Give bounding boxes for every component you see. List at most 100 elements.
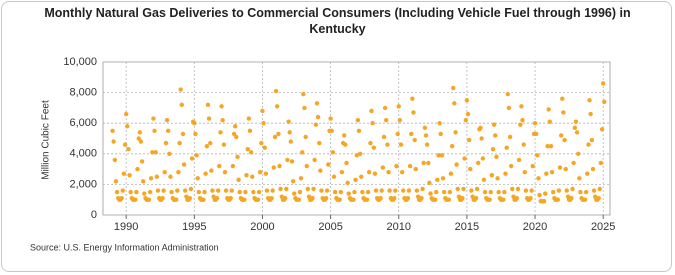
data-point (405, 195, 411, 201)
data-point (393, 188, 398, 193)
data-point (574, 130, 580, 135)
data-point (248, 150, 254, 155)
data-point (428, 191, 433, 196)
data-point (175, 188, 180, 193)
data-point (177, 140, 182, 146)
data-point (324, 188, 330, 193)
data-point (215, 188, 221, 193)
data-point (330, 150, 336, 155)
data-point (314, 101, 320, 106)
data-point (192, 121, 197, 126)
data-point (467, 137, 472, 143)
data-point (407, 163, 413, 169)
data-point (537, 192, 542, 198)
data-point (521, 142, 526, 147)
data-point (126, 147, 131, 152)
data-point (597, 186, 602, 192)
data-point (563, 166, 568, 172)
data-point (178, 87, 183, 92)
data-point (523, 188, 529, 193)
data-point (134, 189, 139, 195)
data-point (162, 169, 167, 175)
data-point (261, 121, 266, 126)
x-tick-label: 2010 (387, 221, 411, 233)
data-point (453, 130, 458, 135)
data-point (201, 197, 206, 202)
data-point (146, 197, 152, 202)
y-axis-label: Million Cubic Feet (41, 100, 52, 180)
data-point (123, 111, 129, 117)
data-point (257, 169, 263, 175)
data-point (214, 195, 220, 201)
data-point (292, 191, 297, 196)
data-point (301, 91, 306, 97)
data-point (384, 117, 389, 123)
data-point (133, 197, 138, 202)
data-point (344, 160, 349, 166)
data-point (181, 162, 187, 167)
data-point (230, 163, 236, 169)
data-point (532, 121, 538, 126)
data-point (259, 140, 264, 146)
data-point (399, 169, 405, 175)
data-point (331, 174, 337, 179)
data-point (113, 179, 119, 184)
data-point (420, 186, 425, 192)
data-point (586, 142, 591, 147)
data-point (112, 157, 118, 163)
y-tick-label: 8,000 (69, 87, 97, 99)
data-point (562, 137, 567, 143)
data-point (378, 195, 383, 201)
data-point (549, 169, 555, 175)
data-point (599, 127, 605, 132)
data-point (245, 147, 250, 152)
data-point (464, 98, 470, 103)
data-point (560, 96, 565, 101)
data-point (289, 159, 295, 164)
data-point (440, 176, 446, 181)
x-tick-label: 2005 (318, 221, 342, 233)
data-point (439, 153, 445, 158)
data-point (518, 122, 523, 127)
x-tick-label: 2000 (250, 221, 274, 233)
data-point (602, 99, 607, 104)
x-tick-label: 1990 (114, 221, 138, 233)
data-point (151, 116, 156, 121)
data-point (338, 189, 344, 195)
data-point (588, 111, 593, 117)
data-point (514, 195, 520, 201)
data-point (237, 189, 242, 195)
data-point (520, 117, 525, 123)
data-point (173, 197, 179, 202)
data-point (463, 117, 469, 123)
data-point (437, 121, 442, 126)
data-point (587, 98, 592, 103)
data-point (312, 157, 317, 163)
data-point (138, 139, 144, 144)
data-point (315, 114, 321, 120)
data-point (501, 197, 506, 202)
data-point (561, 110, 566, 115)
data-point (369, 108, 374, 114)
data-point (427, 180, 432, 186)
frame (1, 1, 672, 272)
data-point (548, 143, 554, 149)
data-point (137, 130, 142, 135)
data-point (180, 131, 186, 137)
data-point (193, 131, 198, 137)
data-point (438, 131, 443, 137)
data-point (585, 171, 590, 176)
data-point (371, 145, 377, 150)
data-point (342, 133, 347, 138)
data-point (297, 189, 303, 195)
data-point (262, 145, 267, 150)
data-point (236, 177, 241, 183)
data-point (136, 136, 141, 141)
data-point (221, 142, 227, 147)
data-point (395, 131, 400, 137)
data-point (353, 177, 358, 183)
data-point (298, 176, 304, 181)
data-point (559, 133, 564, 138)
